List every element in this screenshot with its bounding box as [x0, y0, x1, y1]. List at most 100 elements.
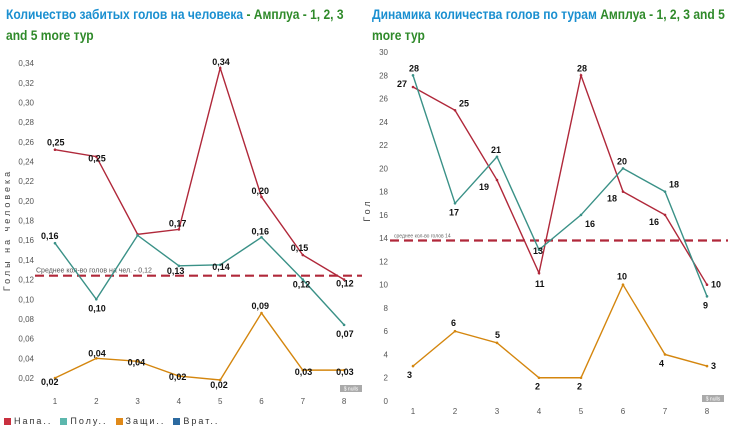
data-label: 2	[577, 382, 582, 392]
y-axis-label: Голы на человека	[2, 169, 12, 291]
legend-swatch-icon	[173, 418, 181, 426]
y-tick-label: 0,08	[18, 315, 34, 324]
y-tick-label: 10	[379, 281, 388, 290]
x-tick-label: 8	[705, 407, 710, 416]
data-point[interactable]	[177, 228, 181, 231]
data-label: 0,14	[212, 262, 230, 272]
data-point[interactable]	[260, 311, 263, 315]
data-label: 0,02	[169, 372, 187, 382]
data-point[interactable]	[218, 378, 222, 382]
average-reference-label: среднее кол-во голов 14	[394, 234, 451, 240]
series-line-attack	[412, 72, 708, 286]
left-chart-title: Количество забитых голов на человека - А…	[6, 4, 363, 46]
data-point[interactable]	[537, 248, 541, 252]
data-label: 0,04	[88, 348, 106, 358]
data-point[interactable]	[411, 74, 415, 77]
data-point[interactable]	[705, 295, 709, 298]
data-point[interactable]	[579, 376, 583, 380]
legend-item[interactable]: Врат..	[173, 416, 219, 426]
data-label: 28	[577, 63, 587, 73]
data-point[interactable]	[621, 283, 625, 287]
data-point[interactable]	[453, 329, 457, 333]
y-tick-label: 26	[379, 95, 388, 104]
data-point[interactable]	[342, 278, 346, 281]
data-point[interactable]	[136, 359, 139, 363]
data-point[interactable]	[218, 263, 222, 267]
x-tick-label: 7	[301, 397, 306, 406]
data-point[interactable]	[579, 213, 583, 217]
data-point[interactable]	[621, 190, 625, 193]
series-line-def	[412, 283, 708, 379]
x-tick-label: 8	[342, 397, 347, 406]
data-label: 6	[451, 318, 456, 328]
nulls-badge[interactable]	[702, 395, 724, 402]
data-label: 0,02	[210, 380, 228, 390]
data-point[interactable]	[453, 108, 457, 112]
series-line-mid	[412, 75, 708, 297]
y-tick-label: 0,16	[18, 236, 34, 245]
y-tick-label: 12	[379, 257, 388, 266]
data-point[interactable]	[495, 178, 499, 182]
data-point[interactable]	[663, 353, 667, 356]
title-suffix: Амплуа - 1, 2, 3 and 5 more тур	[372, 6, 725, 43]
data-point[interactable]	[342, 368, 346, 372]
title-main: Количество забитых голов на человека	[6, 6, 244, 22]
data-point[interactable]	[579, 74, 583, 77]
legend-item[interactable]: Защи..	[115, 416, 166, 426]
data-point[interactable]	[453, 201, 457, 205]
data-label: 0,07	[336, 329, 354, 339]
legend-swatch-icon	[115, 418, 123, 426]
data-point[interactable]	[537, 271, 541, 275]
data-point[interactable]	[177, 264, 181, 268]
y-tick-label: 0,18	[18, 217, 34, 226]
data-point[interactable]	[495, 155, 499, 159]
data-label: 2	[535, 382, 540, 392]
data-point[interactable]	[537, 376, 541, 380]
data-point[interactable]	[663, 190, 667, 193]
data-point[interactable]	[411, 85, 415, 89]
data-point[interactable]	[95, 357, 98, 360]
data-label: 3	[407, 370, 412, 380]
data-point[interactable]	[53, 148, 57, 152]
data-point[interactable]	[342, 323, 346, 327]
y-tick-label: 0,14	[18, 256, 34, 265]
data-label: 0,12	[293, 280, 311, 290]
legend-item[interactable]: Напа..	[4, 416, 52, 426]
data-label: 18	[607, 194, 617, 204]
y-axis-label: Гол	[362, 198, 372, 221]
nulls-badge[interactable]	[340, 385, 362, 392]
data-point[interactable]	[663, 213, 667, 217]
x-tick-label: 2	[94, 397, 99, 406]
data-point[interactable]	[53, 241, 57, 245]
legend-item[interactable]: Полу..	[60, 416, 107, 426]
data-point[interactable]	[621, 167, 625, 170]
data-point[interactable]	[495, 341, 499, 345]
data-point[interactable]	[705, 364, 709, 368]
nulls-badge-label: $ nulls	[706, 397, 721, 403]
data-point[interactable]	[260, 235, 263, 239]
x-tick-label: 7	[663, 407, 668, 416]
data-point[interactable]	[301, 368, 305, 372]
y-tick-label: 0,02	[18, 374, 34, 383]
legend-label: Врат..	[183, 416, 220, 426]
data-point[interactable]	[136, 234, 139, 237]
data-point[interactable]	[411, 364, 415, 368]
data-point[interactable]	[301, 253, 305, 257]
data-point[interactable]	[177, 374, 181, 378]
data-point[interactable]	[95, 297, 98, 301]
x-tick-label: 5	[579, 407, 584, 416]
data-point[interactable]	[95, 155, 98, 158]
y-tick-label: 2	[384, 374, 389, 383]
data-point[interactable]	[218, 66, 222, 70]
data-point[interactable]	[301, 278, 305, 281]
data-point[interactable]	[705, 283, 709, 287]
data-point[interactable]	[53, 376, 57, 380]
x-tick-label: 6	[621, 407, 626, 416]
y-tick-label: 0,10	[18, 295, 34, 304]
data-label: 0,02	[41, 377, 59, 387]
y-tick-label: 14	[379, 234, 388, 243]
data-point[interactable]	[260, 195, 263, 199]
data-label: 19	[479, 182, 489, 192]
data-label: 28	[409, 63, 419, 73]
